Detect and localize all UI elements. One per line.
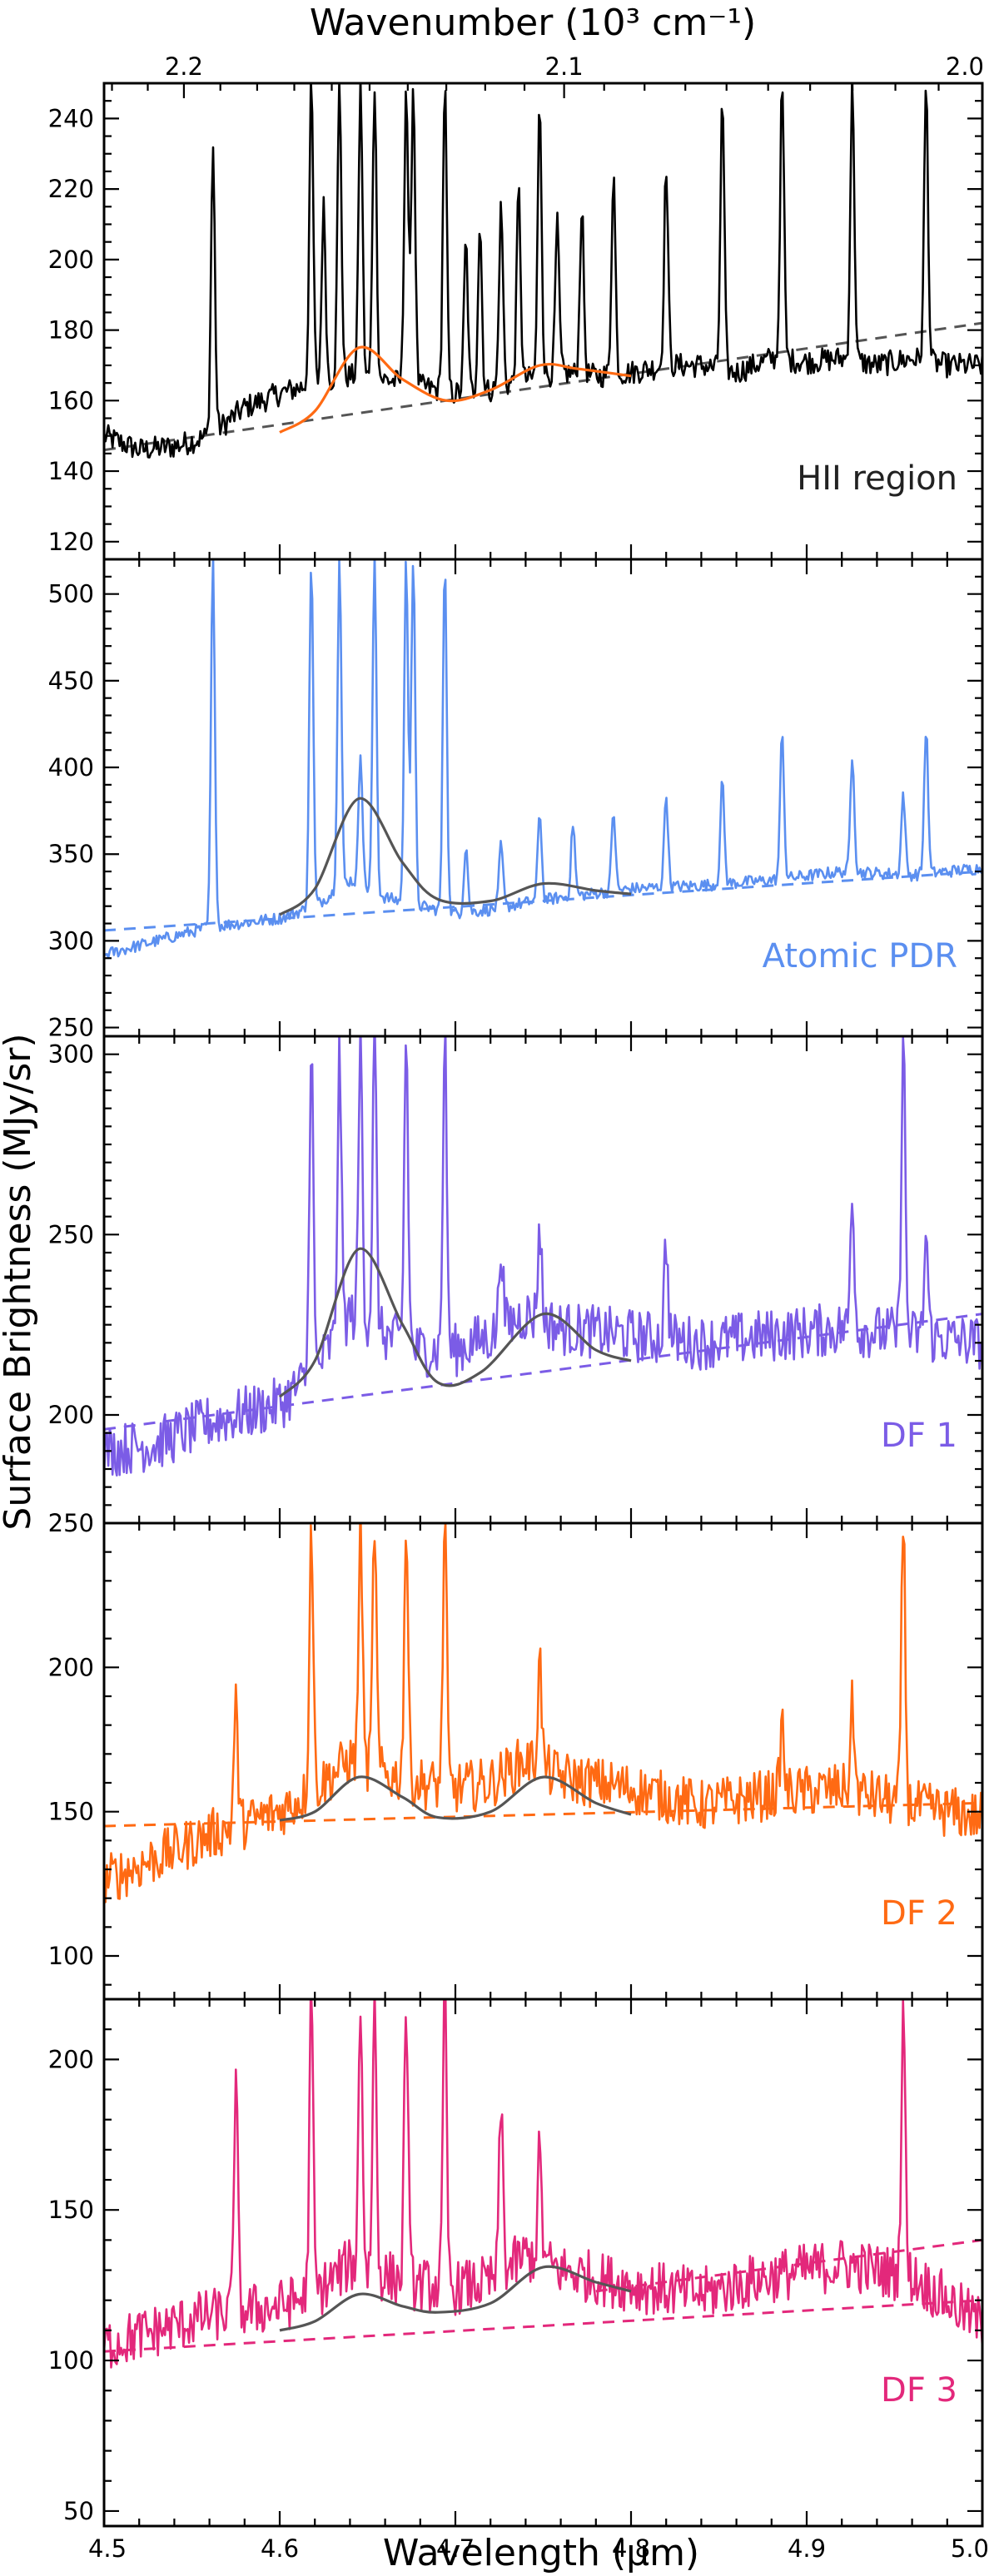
spectrum-df-1 (104, 1036, 982, 1477)
y-tick-label: 250 (48, 1014, 94, 1042)
panel-label-df-3: DF 3 (881, 2371, 957, 2410)
y-tick-label: 250 (48, 1509, 94, 1537)
panel-df-3: 50 100 150 200 DF 3 (48, 1998, 984, 2528)
model-df-2 (279, 1775, 632, 1822)
baseline-df-3 (104, 2299, 982, 2353)
spectrum-atomic-pdr (104, 559, 982, 960)
y-tick-label: 120 (48, 528, 94, 556)
baseline-df-1 (104, 1313, 982, 1431)
model-hii-region (279, 345, 632, 434)
baseline-df-2 (104, 1801, 982, 1828)
panel-label-atomic-pdr: Atomic PDR (763, 937, 957, 975)
y-tick-label: 150 (48, 1798, 94, 1826)
panel-label-df-2: DF 2 (881, 1894, 957, 1933)
y-tick-label: 160 (48, 386, 94, 414)
y-tick-label: 140 (48, 457, 94, 485)
y-tick-label: 400 (48, 753, 94, 782)
y-tick-label: 100 (48, 1942, 94, 1970)
x-tick-label: 4.8 (612, 2534, 650, 2563)
x-tick-label: 4.5 (88, 2534, 127, 2563)
y-tick-label: 150 (48, 2196, 94, 2224)
y-tick-label: 180 (48, 316, 94, 345)
spectrum-df-3 (104, 1999, 982, 2369)
y-tick-label: 240 (48, 104, 94, 132)
y-tick-label: 200 (48, 246, 94, 274)
y-tick-label: 200 (48, 1401, 94, 1429)
model-df-3 (279, 2265, 632, 2332)
x-axis-label: Wavelength (μm) (383, 2532, 699, 2574)
model-atomic-pdr (279, 797, 632, 916)
y-tick-label: 350 (48, 840, 94, 868)
y-axis-label: Surface Brightness (MJy/sr) (0, 1033, 39, 1530)
y-tick-label: 450 (48, 667, 94, 695)
spectrum-hii-region (104, 83, 982, 459)
panel-df-1: 200 250 300 DF 1 (48, 1035, 984, 1525)
y-tick-label: 100 (48, 2346, 94, 2375)
x2-tick-label: 2.1 (545, 52, 584, 81)
panel-df-2: 100 150 200 250 DF 2 (48, 1509, 984, 2001)
x-tick-label: 5.0 (951, 2534, 989, 2563)
panel-atomic-pdr: 250 300 350 400 450 500 Atomic PDR (48, 558, 984, 1042)
x-tick-label: 4.6 (261, 2534, 299, 2563)
x-tick-label: 4.9 (788, 2534, 826, 2563)
panel-label-df-1: DF 1 (881, 1417, 957, 1455)
y-tick-label: 250 (48, 1220, 94, 1248)
baseline-hii-region (104, 321, 982, 452)
y-tick-label: 500 (48, 580, 94, 608)
spectrum-df-2 (104, 1523, 982, 1903)
panel-label-hii-region: HII region (797, 459, 957, 498)
y-tick-label: 200 (48, 2045, 94, 2073)
model-df-1 (278, 1247, 632, 1398)
y-tick-label: 300 (48, 926, 94, 955)
y-tick-label: 300 (48, 1040, 94, 1069)
y-tick-label: 220 (48, 175, 94, 203)
panel-hii-region: 120 140 160 180 200 220 240 HII region (48, 82, 984, 561)
x2-tick-label: 2.2 (165, 52, 203, 81)
panel-frame-df-3 (102, 1998, 984, 2528)
y-tick-label: 50 (63, 2497, 94, 2525)
x2-axis-label: Wavenumber (10³ cm⁻¹) (310, 2, 756, 44)
x-tick-label: 4.7 (436, 2534, 475, 2563)
y-tick-label: 200 (48, 1653, 94, 1681)
x2-tick-label: 2.0 (946, 52, 984, 81)
